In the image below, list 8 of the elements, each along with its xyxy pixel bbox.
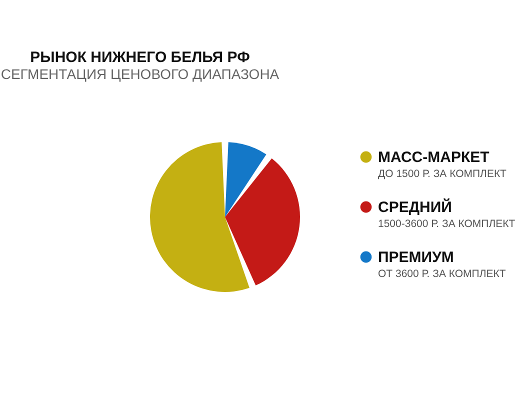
legend-label: ПРЕМИУМ — [378, 249, 454, 266]
text: ДО 1500 Р. ЗА КОМПЛЕКТ — [378, 168, 508, 180]
chart-subtitle: СЕГМЕНТАЦИЯ ЦЕНОВОГО ДИАПАЗОНА — [0, 66, 280, 82]
text: ОТ 3600 Р. ЗА КОМПЛЕКТ — [378, 268, 506, 280]
legend-label: СРЕДНИЙ — [378, 198, 452, 216]
legend-label: МАСС-МАРКЕТ — [378, 149, 490, 166]
text: 1500-3600 Р. ЗА КОМПЛЕКТ — [378, 218, 516, 230]
chart-title: РЫНОК НИЖНЕГО БЕЛЬЯ РФ — [30, 49, 250, 66]
